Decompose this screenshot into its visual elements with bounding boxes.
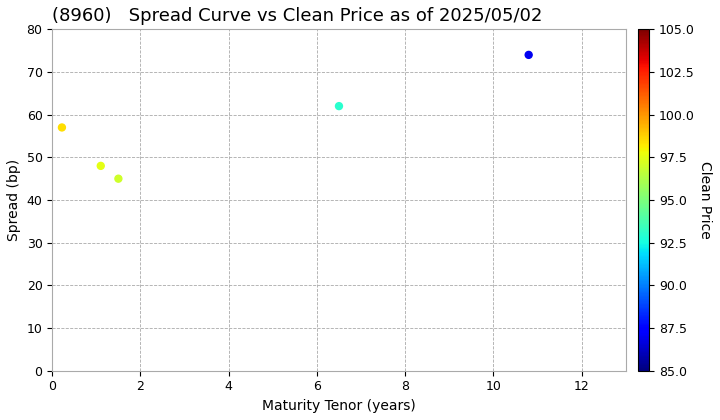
Point — [333, 103, 345, 110]
Y-axis label: Clean Price: Clean Price — [698, 161, 711, 239]
Text: (8960)   Spread Curve vs Clean Price as of 2025/05/02: (8960) Spread Curve vs Clean Price as of… — [53, 7, 543, 25]
X-axis label: Maturity Tenor (years): Maturity Tenor (years) — [262, 399, 416, 413]
Point — [112, 175, 124, 182]
Point — [523, 52, 534, 58]
Point — [95, 163, 107, 169]
Point — [56, 124, 68, 131]
Y-axis label: Spread (bp): Spread (bp) — [7, 159, 21, 241]
